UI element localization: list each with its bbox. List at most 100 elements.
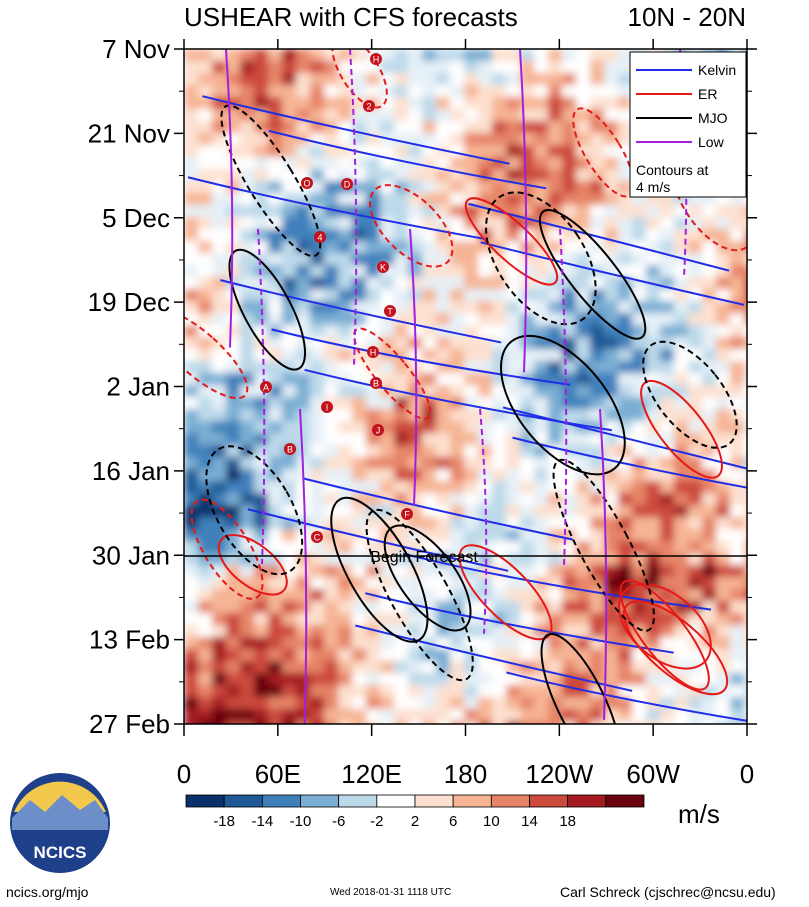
heat-cell <box>534 457 549 470</box>
heat-cell <box>450 529 465 542</box>
heat-cell <box>436 205 451 218</box>
heat-cell <box>450 613 465 626</box>
heat-cell <box>198 397 213 410</box>
heat-cell <box>310 157 325 170</box>
heat-cell <box>590 241 605 254</box>
heat-cell <box>730 229 745 242</box>
heat-cell <box>296 205 311 218</box>
heat-cell <box>492 145 507 158</box>
heat-cell <box>646 565 661 578</box>
heat-cell <box>310 145 325 158</box>
heat-cell <box>646 685 661 698</box>
heat-cell <box>338 589 353 602</box>
heat-cell <box>618 373 633 386</box>
heat-cell <box>450 709 465 722</box>
heat-cell <box>254 625 269 638</box>
heat-cell <box>548 313 563 326</box>
heat-cell <box>268 253 283 266</box>
heat-cell <box>394 73 409 86</box>
heat-cell <box>352 409 367 422</box>
heat-cell <box>436 409 451 422</box>
heat-cell <box>562 709 577 722</box>
colorbar-box <box>529 794 569 808</box>
heat-cell <box>268 241 283 254</box>
heat-cell <box>660 229 675 242</box>
heat-cell <box>436 697 451 710</box>
heat-cell <box>450 301 465 314</box>
heat-cell <box>590 361 605 374</box>
heat-cell <box>604 133 619 146</box>
heat-cell <box>436 49 451 62</box>
heat-cell <box>296 613 311 626</box>
heat-cell <box>688 721 703 724</box>
heat-cell <box>450 337 465 350</box>
heat-cell <box>660 685 675 698</box>
heat-cell <box>688 265 703 278</box>
heat-cell <box>338 625 353 638</box>
heat-cell <box>226 505 241 518</box>
heat-cell <box>702 337 717 350</box>
heat-cell <box>282 313 297 326</box>
heat-cell <box>688 493 703 506</box>
heat-cell <box>436 589 451 602</box>
heat-cell <box>506 121 521 134</box>
heat-cell <box>632 445 647 458</box>
heat-cell <box>450 433 465 446</box>
heat-cell <box>338 61 353 74</box>
heat-cell <box>310 589 325 602</box>
heat-cell <box>464 181 479 194</box>
heat-cell <box>576 397 591 410</box>
heat-cell <box>716 649 731 662</box>
heat-cell <box>198 469 213 482</box>
heat-cell <box>184 337 199 350</box>
heat-cell <box>576 697 591 710</box>
heat-cell <box>268 685 283 698</box>
heat-cell <box>730 541 745 554</box>
heat-cell <box>464 277 479 290</box>
heat-cell <box>688 397 703 410</box>
heat-cell <box>338 133 353 146</box>
footer-url[interactable]: ncics.org/mjo <box>6 884 89 900</box>
heat-cell <box>478 349 493 362</box>
heat-cell <box>674 529 689 542</box>
heat-cell <box>702 493 717 506</box>
heat-cell <box>226 121 241 134</box>
heat-cell <box>730 373 745 386</box>
storm-marker <box>314 231 326 243</box>
heat-cell <box>478 625 493 638</box>
heat-cell <box>548 289 563 302</box>
heat-cell <box>310 541 325 554</box>
heat-cell <box>282 205 297 218</box>
heat-cell <box>576 529 591 542</box>
heat-cell <box>716 229 731 242</box>
heat-cell <box>646 289 661 302</box>
heat-cell <box>492 313 507 326</box>
colorbar-box <box>605 794 645 808</box>
heat-cell <box>702 313 717 326</box>
heat-cell <box>688 313 703 326</box>
heat-cell <box>408 181 423 194</box>
heat-cell <box>380 229 395 242</box>
heat-cell <box>366 337 381 350</box>
heat-cell <box>520 565 535 578</box>
heat-cell <box>730 289 745 302</box>
heat-cell <box>590 553 605 566</box>
heat-cell <box>184 589 199 602</box>
heat-cell <box>464 517 479 530</box>
heat-cell <box>282 121 297 134</box>
heat-cell <box>548 97 563 110</box>
heat-cell <box>268 349 283 362</box>
heat-cell <box>408 649 423 662</box>
heat-cell <box>268 73 283 86</box>
heat-cell <box>618 541 633 554</box>
heat-cell <box>352 361 367 374</box>
heat-cell <box>590 337 605 350</box>
heat-cell <box>296 661 311 674</box>
heat-cell <box>464 433 479 446</box>
heat-cell <box>184 145 199 158</box>
heat-cell <box>590 709 605 722</box>
er-contour <box>640 379 723 479</box>
heat-cell <box>296 433 311 446</box>
heat-cell <box>590 85 605 98</box>
heat-cell <box>464 337 479 350</box>
